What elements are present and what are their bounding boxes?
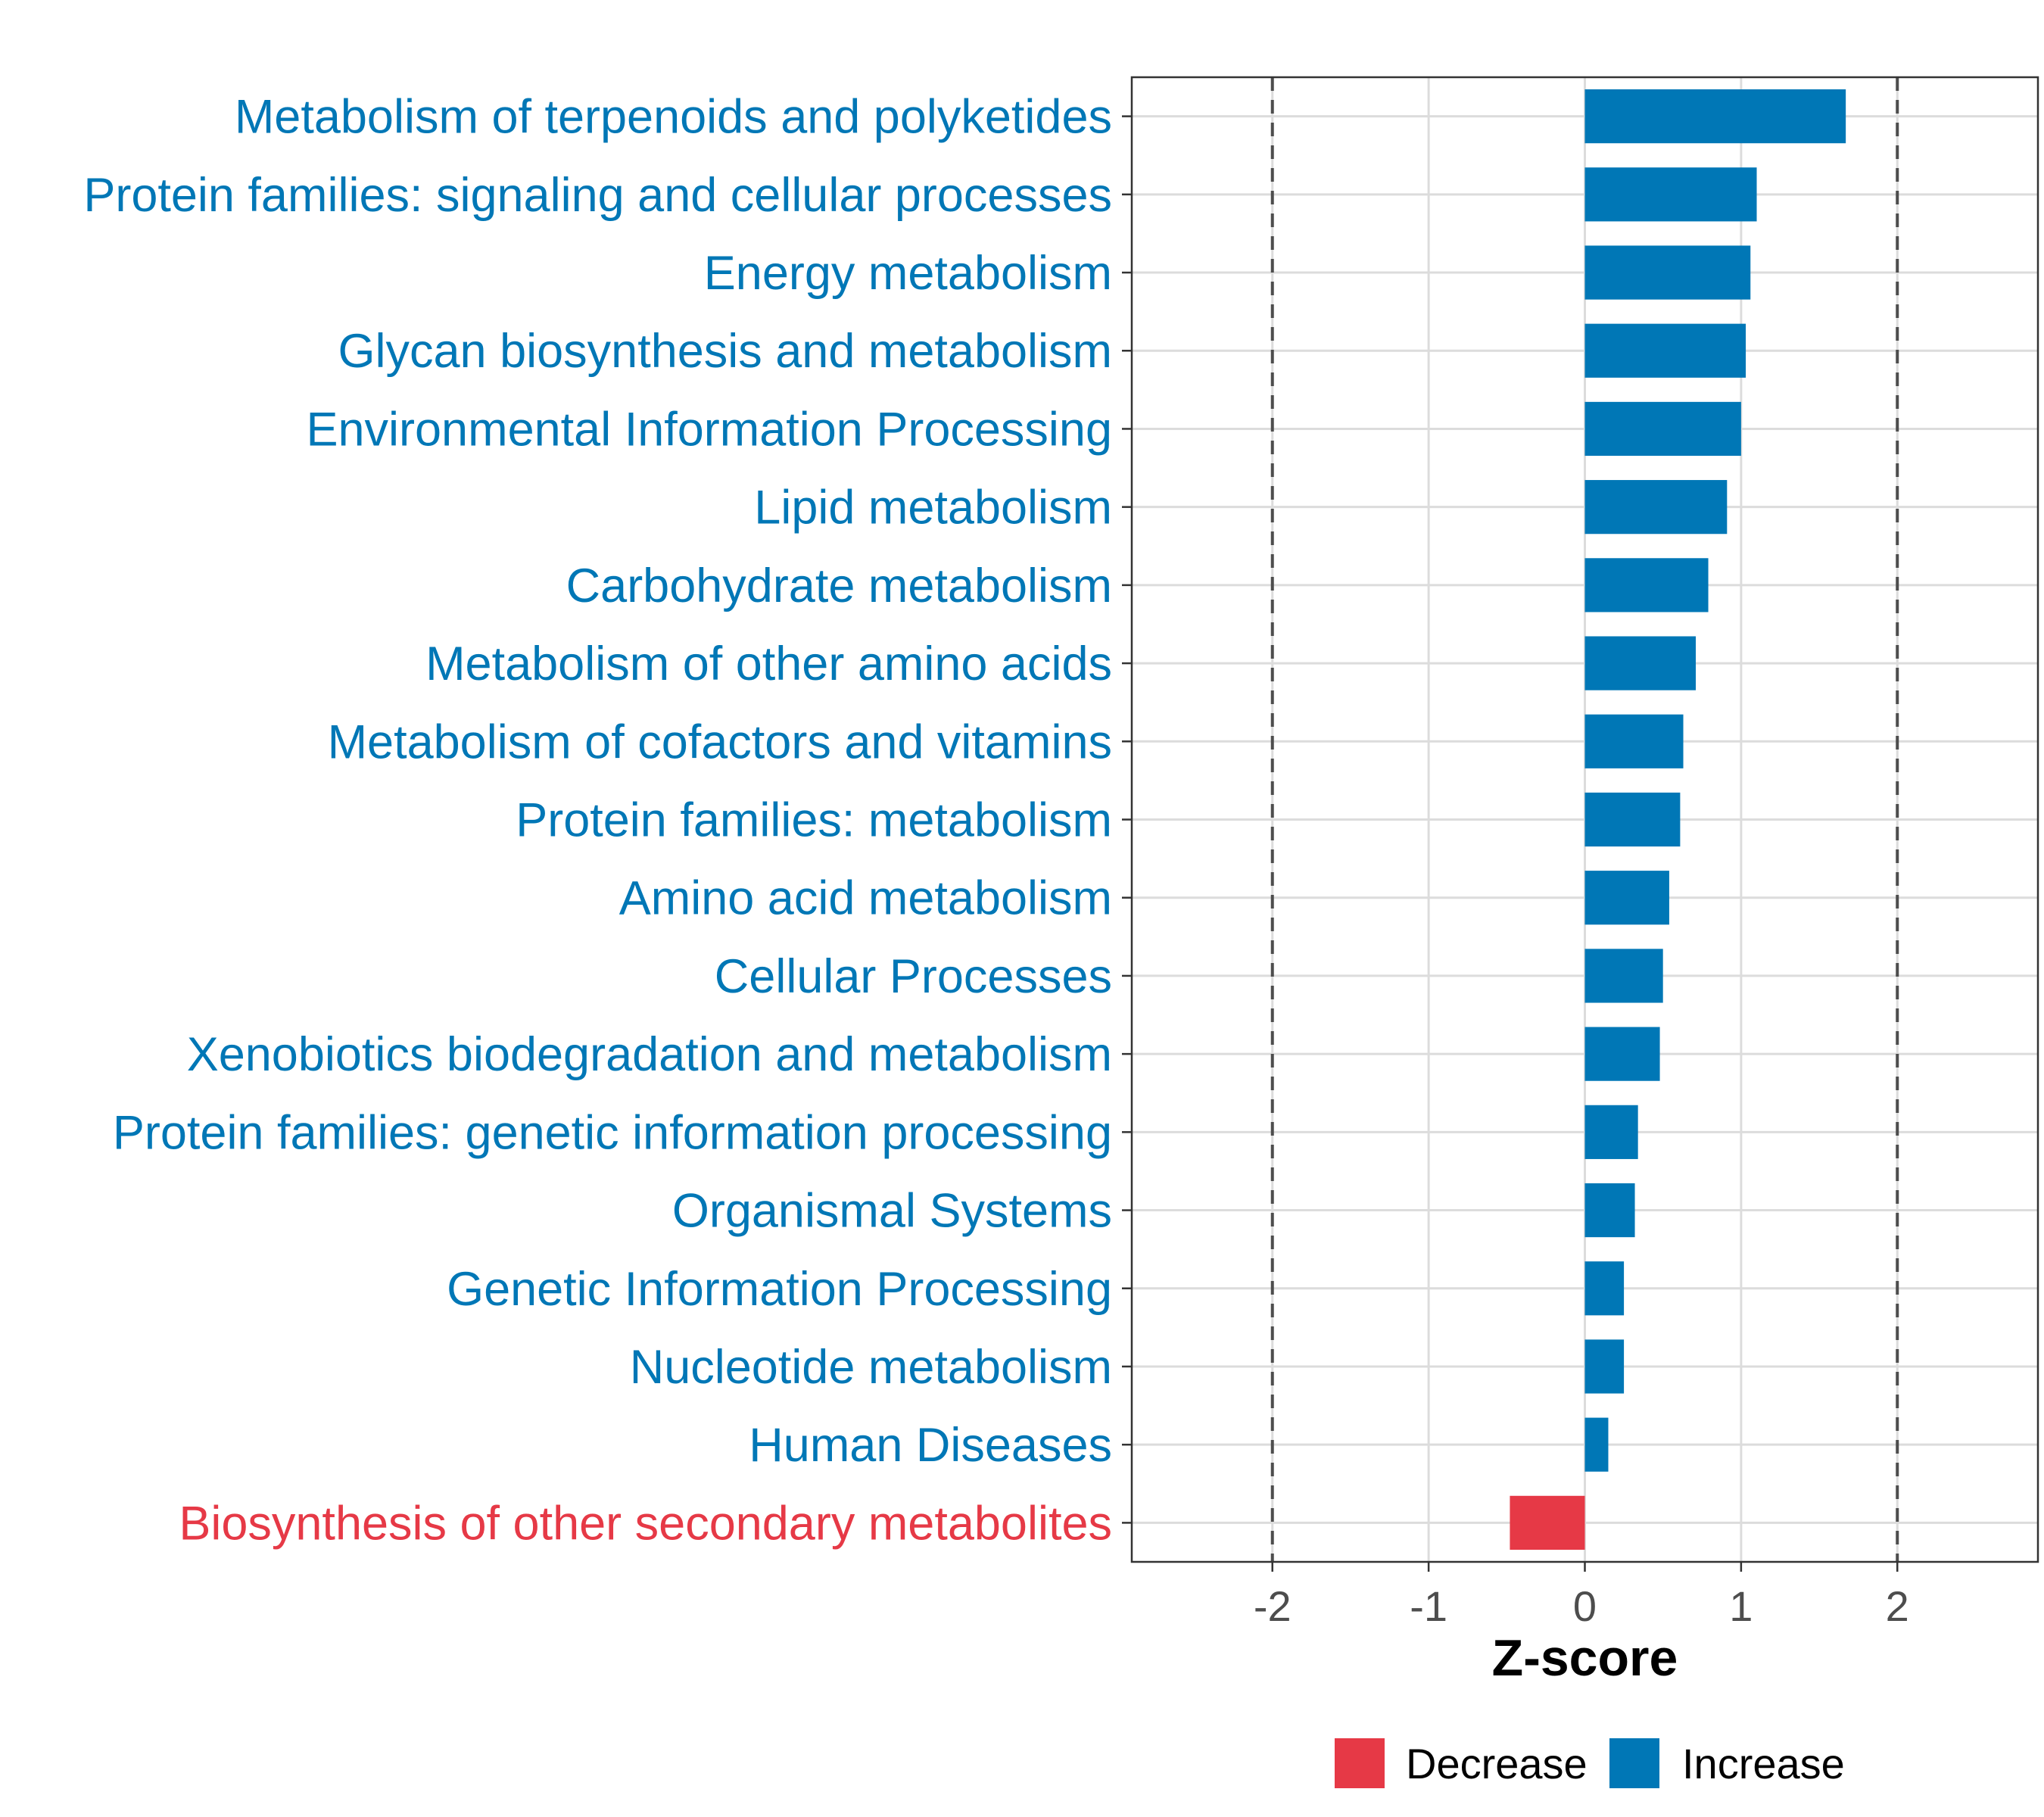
y-tick-label: Energy metabolism [704,247,1112,300]
bar [1584,714,1684,768]
legend: Decrease Increase [1335,1738,1845,1788]
y-tick-label: Amino acid metabolism [619,872,1112,925]
bar [1584,1261,1625,1316]
x-tick-label: -1 [1410,1582,1447,1630]
y-tick-label: Cellular Processes [715,950,1112,1003]
y-tick-label: Lipid metabolism [754,482,1112,535]
x-axis: -2 -1 0 1 2 [1254,1562,1909,1630]
bar [1584,1027,1660,1081]
x-tick-label: -2 [1254,1582,1292,1630]
bar [1584,871,1669,925]
bar [1584,167,1757,222]
bar [1584,1339,1625,1394]
bar [1510,1495,1585,1551]
y-tick-label: Carbohydrate metabolism [566,559,1112,612]
bar [1584,245,1751,300]
y-tick-label: Nucleotide metabolism [630,1341,1112,1394]
bar [1584,480,1728,535]
threshold-lines [1270,77,1899,1562]
bar [1584,401,1741,457]
y-tick-label: Protein families: signaling and cellular… [83,169,1112,222]
bar [1584,636,1697,690]
y-tick-label: Xenobiotics biodegradation and metabolis… [187,1028,1112,1081]
y-tick-label: Organismal Systems [672,1185,1112,1238]
bar [1584,1105,1638,1159]
bar [1584,792,1681,847]
bar [1584,89,1846,144]
legend-label: Decrease [1406,1740,1588,1787]
y-tick-label: Protein families: metabolism [516,794,1112,847]
legend-label: Increase [1682,1740,1845,1787]
x-tick-label: 0 [1573,1582,1597,1630]
y-tick-label: Biosynthesis of other secondary metaboli… [179,1497,1112,1550]
bars [1510,89,1846,1551]
y-tick-label: Glycan biosynthesis and metabolism [338,325,1113,378]
y-tick-label: Metabolism of terpenoids and polyketides [235,91,1112,144]
x-tick-label: 2 [1886,1582,1909,1630]
bar [1584,558,1709,612]
legend-key [1609,1738,1659,1788]
y-tick-label: Metabolism of other amino acids [425,637,1112,690]
y-axis: Metabolism of terpenoids and polyketides… [83,91,1132,1550]
y-tick-label: Metabolism of cofactors and vitamins [328,715,1112,768]
bar [1584,1417,1609,1472]
y-tick-label: Environmental Information Processing [306,403,1112,456]
y-tick-label: Protein families: genetic information pr… [113,1106,1112,1159]
bar [1584,323,1746,378]
x-tick-label: 1 [1729,1582,1753,1630]
bar [1584,949,1663,1003]
legend-key [1335,1738,1385,1788]
y-tick-label: Genetic Information Processing [447,1263,1112,1316]
x-axis-title: Z-score [1492,1629,1678,1687]
bar [1584,1183,1635,1238]
y-tick-label: Human Diseases [749,1419,1112,1472]
